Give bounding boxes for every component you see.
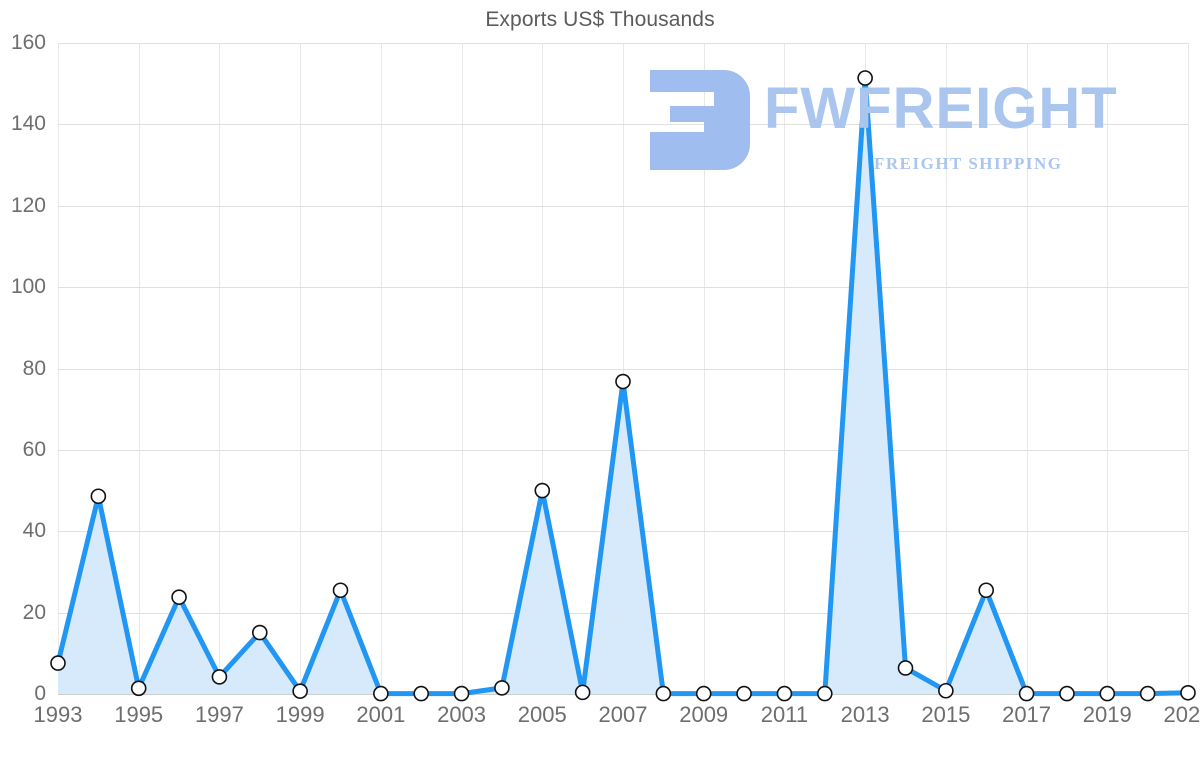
x-axis-tick-label: 2015 [921,702,971,727]
chart-title: Exports US$ Thousands [485,8,715,31]
x-axis-tick-label: 2007 [598,702,648,727]
data-point-marker[interactable] [776,685,793,702]
data-point-marker[interactable] [816,685,833,702]
data-point-marker[interactable] [897,660,914,676]
x-axis-tick-label: 1993 [33,702,83,727]
data-point-marker[interactable] [171,589,187,605]
exports-area-series [50,70,1196,702]
data-point-marker[interactable] [1139,685,1156,702]
y-axis-tick-label: 120 [10,193,46,217]
x-axis-tick-label: 2013 [840,702,890,727]
x-axis-tick-label: 2005 [517,702,567,727]
x-axis-tick-label: 2021 [1163,702,1200,727]
y-axis-tick-label: 80 [22,356,46,380]
gridline-y [58,43,1188,44]
x-axis-tick-label: 2011 [760,702,809,727]
x-axis-tick-label: 2001 [356,702,406,727]
data-point-marker[interactable] [1180,684,1196,701]
data-point-marker[interactable] [211,669,228,685]
gridline-y [58,287,1188,289]
gridline-y [58,205,1188,207]
data-point-marker[interactable] [1099,685,1116,702]
gridline-x [1188,43,1189,694]
y-axis-tick-label: 140 [10,112,46,136]
gridline-y [58,368,1188,370]
y-axis-tick-label: 0 [34,682,46,705]
data-point-marker[interactable] [332,582,349,599]
x-axis-tick-label: 1995 [114,702,164,727]
data-point-marker[interactable] [938,682,954,699]
data-point-marker[interactable] [413,685,430,702]
y-axis-tick-label: 100 [10,275,46,299]
data-point-marker[interactable] [130,680,147,697]
data-point-marker[interactable] [695,685,712,702]
x-axis-tick-label: 2009 [679,702,729,727]
x-axis-tick-label: 1999 [275,702,325,727]
data-point-marker[interactable] [736,685,752,702]
plot-area [50,43,1196,702]
y-axis-tick-label: 160 [10,31,46,54]
data-point-marker[interactable] [857,70,873,86]
data-point-marker[interactable] [251,624,268,641]
data-point-marker[interactable] [1018,685,1035,702]
data-point-marker[interactable] [50,655,66,671]
y-axis-tick-label: 60 [22,437,46,461]
y-axis-tick-label: 20 [22,600,46,624]
data-point-marker[interactable] [534,482,551,499]
gridline-y [58,124,1188,126]
data-point-marker[interactable] [655,685,672,702]
data-point-marker[interactable] [574,684,591,701]
data-point-marker[interactable] [494,680,510,696]
data-point-marker[interactable] [292,683,308,699]
data-point-marker[interactable] [1059,685,1075,702]
y-axis-tick-label: 40 [22,519,46,543]
gridline-y [58,694,1188,695]
x-axis-tick-label: 2019 [1082,702,1132,727]
data-point-marker[interactable] [615,373,631,390]
data-point-marker[interactable] [373,685,389,702]
x-axis-tick-label: 2003 [437,702,487,727]
data-point-marker[interactable] [453,685,470,702]
data-point-marker[interactable] [978,582,995,599]
x-axis-tick-label: 2017 [1002,702,1052,727]
data-point-marker[interactable] [90,488,107,505]
x-axis-tick-label: 1997 [194,702,244,727]
